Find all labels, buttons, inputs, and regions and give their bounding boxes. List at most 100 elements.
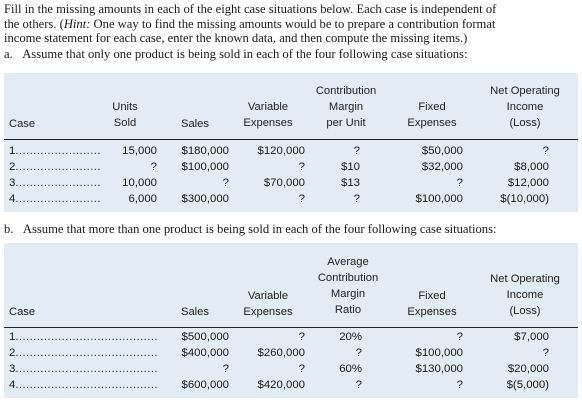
header-sales: Sales [181, 306, 209, 318]
header-fixed-line-2: Expenses [407, 117, 457, 129]
sales-cell: ? [222, 177, 229, 189]
leader-dots: ........................................… [15, 331, 159, 343]
contribution-margin-cell: $10 [340, 161, 360, 173]
leader-dots: ........................................… [15, 379, 159, 391]
leader-dots: ........................................… [15, 193, 101, 205]
fixed-expenses-cell: $100,000 [415, 193, 463, 205]
net-operating-income-cell: ? [542, 347, 549, 359]
leader-dots: ........................................… [15, 145, 101, 157]
variable-expenses-cell: ? [298, 161, 305, 173]
units-sold-cell: ? [150, 161, 157, 173]
intro-line-1: Fill in the missing amounts in each of t… [4, 2, 497, 16]
case-number: 1 [9, 145, 16, 157]
units-sold-cell: 15,000 [122, 145, 157, 157]
leader-dots: ........................................… [15, 161, 101, 173]
header-variable-line-2: Expenses [243, 306, 293, 318]
variable-expenses-cell: ? [298, 193, 305, 205]
header-fixed: Fixed Expenses [407, 99, 456, 131]
variable-expenses-cell: $70,000 [263, 177, 305, 189]
header-cm-ratio-line-2: Contribution [317, 272, 379, 284]
part-a-letter: a. [4, 47, 13, 61]
header-units-line-1: Units [112, 101, 138, 113]
part-a-heading: a. Assume that only one product is being… [4, 47, 467, 62]
intro-line-2: the others. (Hint: One way to find the m… [4, 17, 578, 32]
header-noi-line-2: Income [506, 289, 544, 301]
sales-cell: $400,000 [181, 347, 229, 359]
header-noi-line-1: Net Operating [490, 85, 560, 97]
variable-expenses-cell: $420,000 [257, 379, 305, 391]
contribution-margin-cell: ? [353, 193, 360, 205]
contribution-margin-cell: $13 [340, 177, 360, 189]
part-a-table: Case Units Sold Sales Variable Expenses … [4, 73, 578, 212]
cm-ratio-cell: 60% [339, 363, 362, 375]
leader-dots: ........................................… [15, 363, 159, 375]
header-case: Case [9, 306, 36, 318]
header-cm-ratio-line-1: Average [327, 256, 369, 268]
hint-label: Hint: [63, 16, 91, 31]
net-operating-income-cell: $7,000 [514, 331, 549, 343]
header-variable: Variable Expenses [243, 288, 292, 320]
fixed-expenses-cell: $32,000 [421, 161, 463, 173]
header-noi: Net Operating Income (Loss) [490, 83, 560, 131]
contribution-margin-cell: ? [353, 145, 360, 157]
fixed-expenses-cell: ? [456, 379, 463, 391]
header-fixed-line-2: Expenses [407, 306, 457, 318]
case-number: 2 [9, 347, 16, 359]
case-label: 1.......................................… [9, 331, 159, 343]
fixed-expenses-cell: $130,000 [415, 363, 463, 375]
sales-cell: $300,000 [181, 193, 229, 205]
sales-cell: $500,000 [181, 331, 229, 343]
variable-expenses-cell: ? [298, 331, 305, 343]
header-sales: Sales [181, 118, 209, 130]
header-variable-line-1: Variable [247, 101, 289, 113]
header-cm-ratio-line-4: Ratio [334, 304, 362, 316]
case-label: 3.......................................… [9, 177, 101, 189]
case-label: 4.......................................… [9, 379, 159, 391]
case-number: 3 [9, 363, 16, 375]
header-noi: Net Operating Income (Loss) [490, 271, 560, 319]
intro-paragraph: Fill in the missing amounts in each of t… [4, 2, 578, 46]
fixed-expenses-cell: $50,000 [421, 145, 463, 157]
header-cm-ratio-line-3: Margin [330, 288, 366, 300]
header-fixed-line-1: Fixed [418, 101, 446, 113]
header-variable-line-2: Expenses [243, 117, 293, 129]
header-variable-line-1: Variable [247, 290, 289, 302]
sales-cell: $100,000 [181, 161, 229, 173]
header-fixed: Fixed Expenses [407, 288, 456, 320]
intro-line-3: income statement for each case, enter th… [4, 31, 468, 46]
sales-cell: $180,000 [181, 145, 229, 157]
header-units: Units Sold [112, 99, 138, 131]
net-operating-income-cell: $8,000 [514, 161, 549, 173]
case-label: 1.......................................… [9, 145, 101, 157]
case-number: 4 [9, 193, 16, 205]
part-b-text: Assume that more than one product is bei… [22, 222, 497, 236]
net-operating-income-cell: $12,000 [507, 177, 549, 189]
header-noi-line-3: (Loss) [509, 117, 541, 129]
part-b-heading: b. Assume that more than one product is … [4, 222, 496, 237]
variable-expenses-cell: $260,000 [257, 347, 305, 359]
part-b-table: Case Sales Variable Expenses Average Con… [4, 243, 578, 398]
net-operating-income-cell: $20,000 [507, 363, 549, 375]
header-rule [4, 327, 578, 328]
header-fixed-line-1: Fixed [418, 290, 446, 302]
case-label: 4.......................................… [9, 193, 101, 205]
variable-expenses-cell: $120,000 [257, 145, 305, 157]
case-label: 2.......................................… [9, 161, 101, 173]
fixed-expenses-cell: ? [456, 331, 463, 343]
leader-dots: ........................................… [15, 347, 159, 359]
header-cm-ratio: Average Contribution Margin Ratio [318, 254, 378, 318]
cm-ratio-cell: ? [355, 347, 362, 359]
part-b-letter: b. [4, 222, 14, 236]
net-operating-income-cell: $(10,000) [500, 193, 549, 205]
units-sold-cell: 6,000 [128, 193, 157, 205]
sales-cell: $600,000 [181, 379, 229, 391]
variable-expenses-cell: ? [298, 363, 305, 375]
intro-line-2-pre: the others. ( [4, 16, 64, 31]
header-noi-line-3: (Loss) [509, 305, 541, 317]
case-number: 1 [9, 331, 16, 343]
net-operating-income-cell: $(5,000) [506, 379, 549, 391]
cm-ratio-cell: ? [355, 379, 362, 391]
header-contribution-line-2: Margin [328, 101, 364, 113]
header-case: Case [9, 118, 36, 130]
